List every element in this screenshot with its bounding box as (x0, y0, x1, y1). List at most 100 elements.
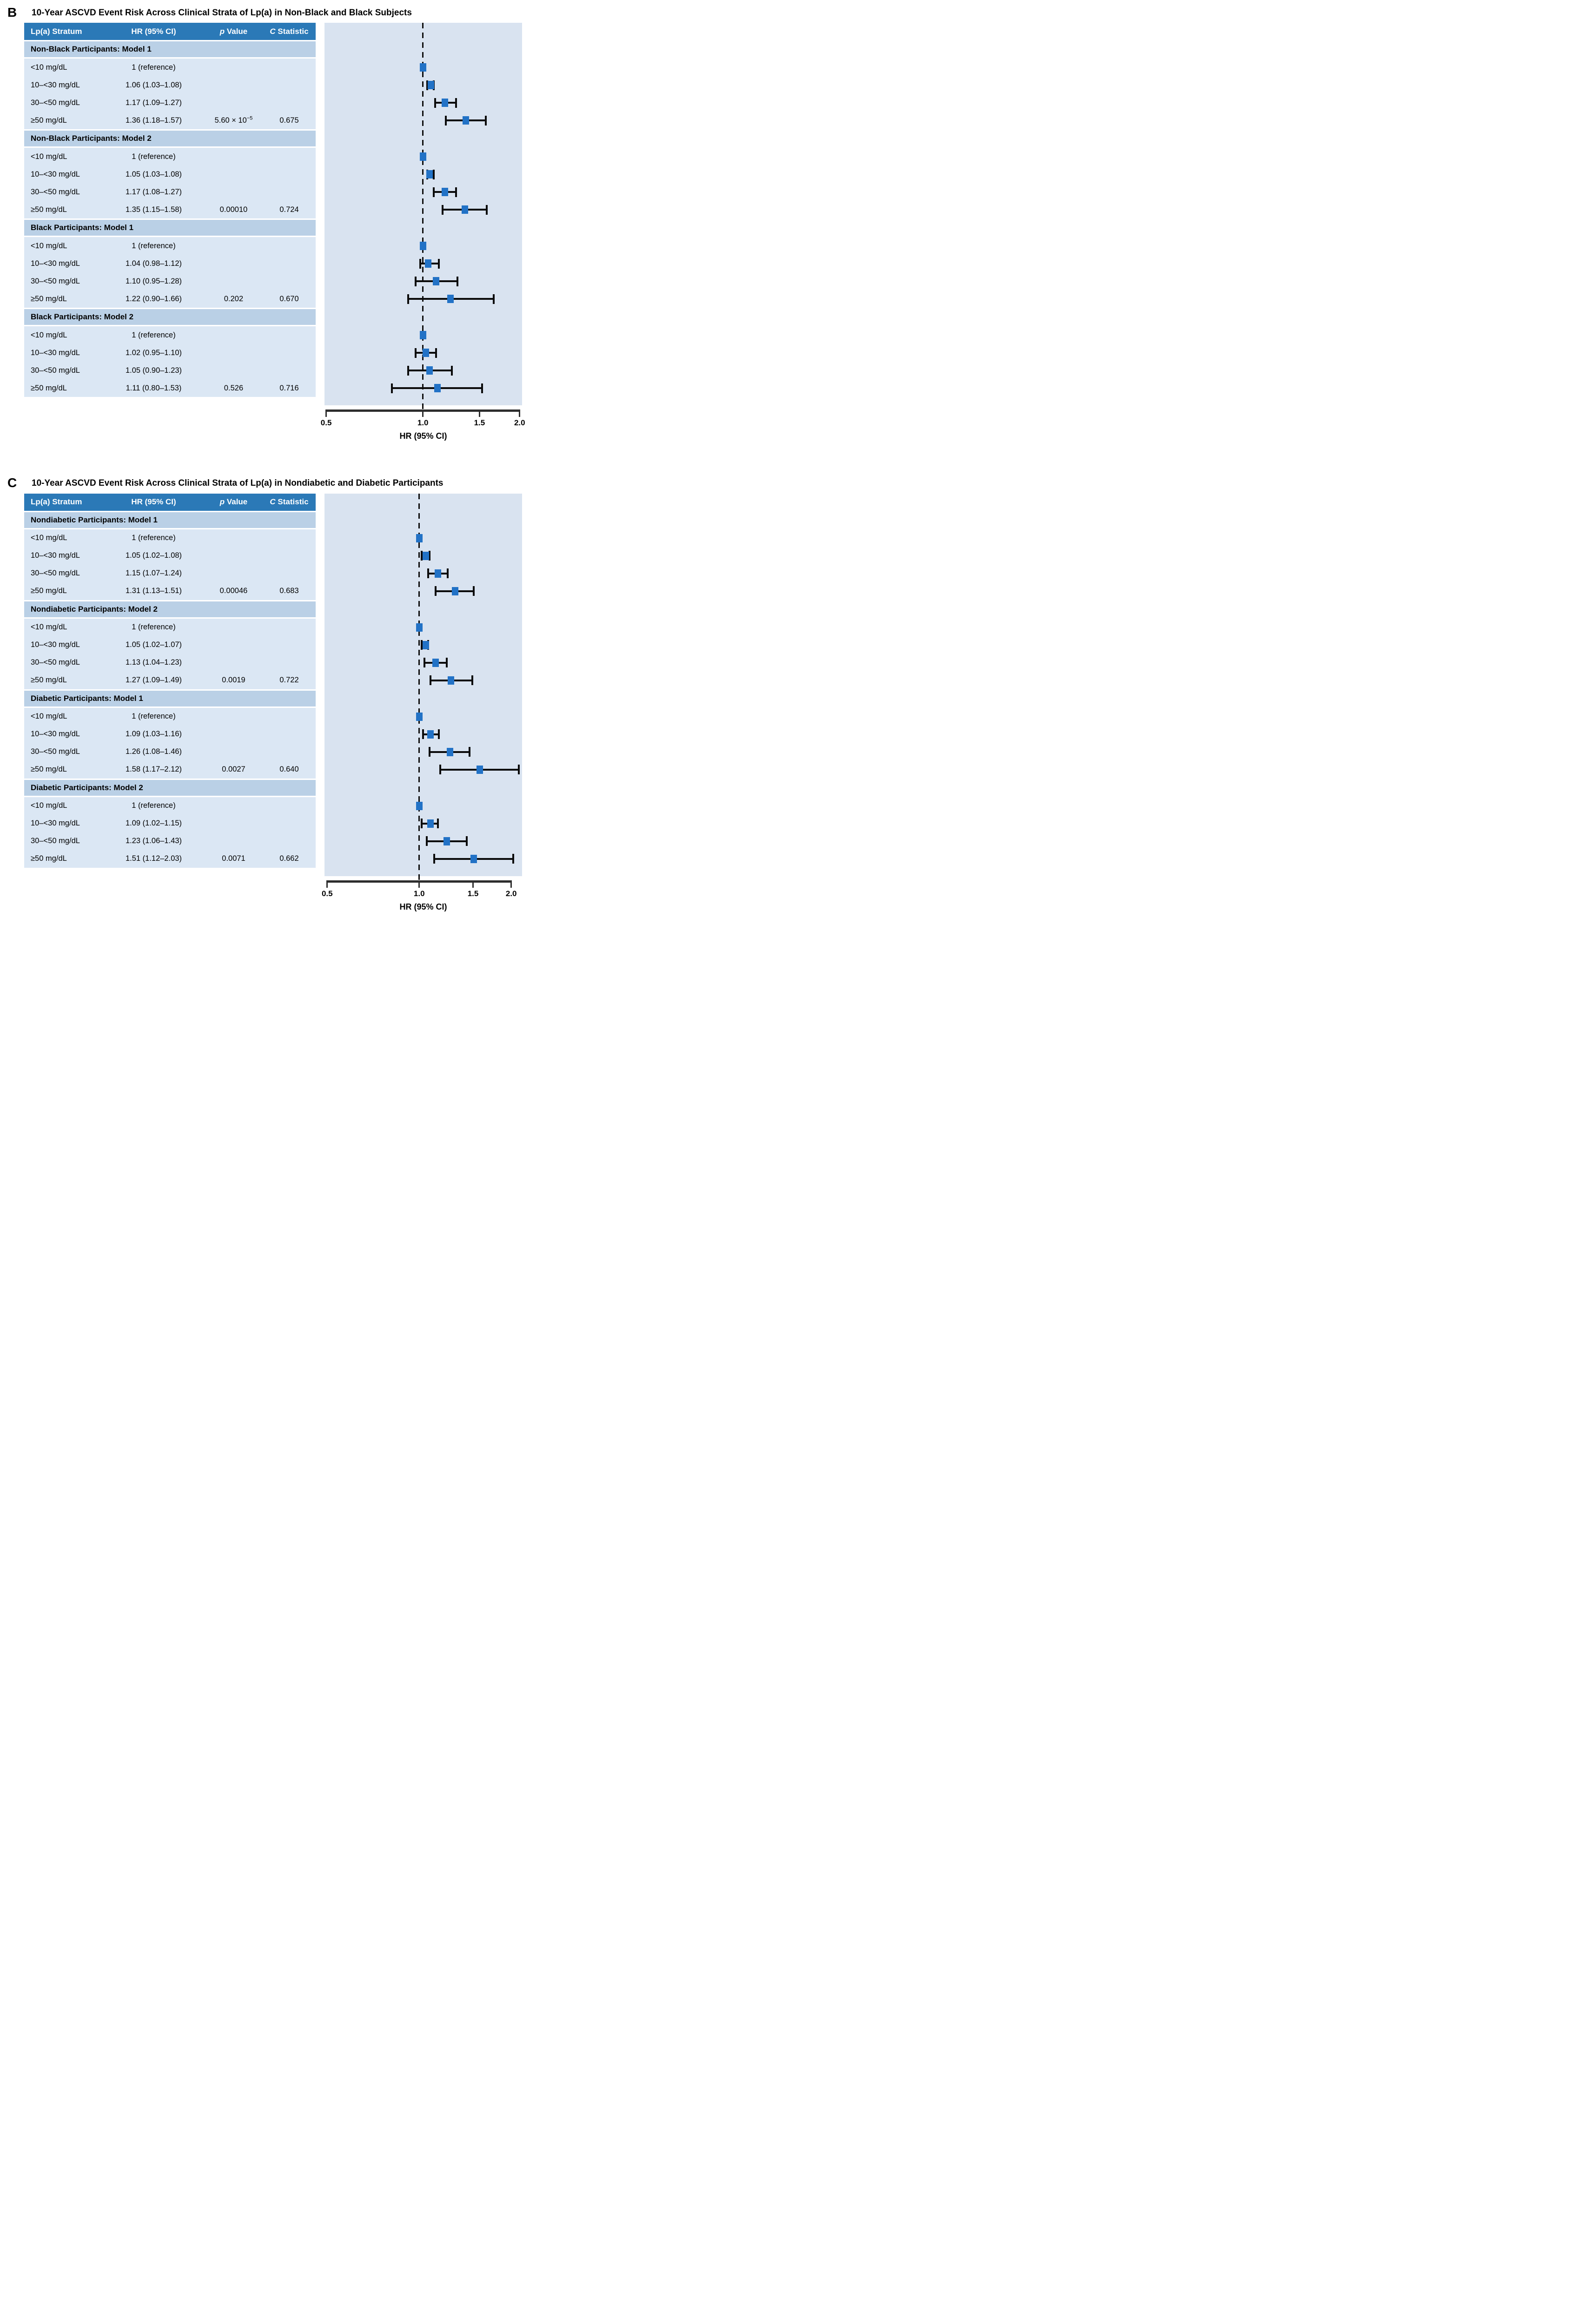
hr-ci-cell: 1 (reference) (132, 534, 176, 542)
panel-B: B 10-Year ASCVD Event Risk Across Clinica… (0, 6, 527, 446)
stratum-cell: 30–<50 mg/dL (31, 277, 80, 285)
col-header-p-value: p Value (219, 497, 248, 507)
error-bar-cap (492, 294, 495, 304)
hr-point-marker (461, 205, 468, 214)
hr-point-marker (416, 534, 423, 542)
error-bar-cap (481, 383, 483, 393)
error-bar-cap (415, 276, 417, 286)
table-row: 30–<50 mg/dL 1.23 (1.06–1.43) (24, 832, 316, 850)
table-row: 10–<30 mg/dL 1.05 (1.03–1.08) (24, 165, 316, 183)
hr-ci-cell: 1.58 (1.17–2.12) (125, 765, 182, 774)
c-statistic-cell: 0.683 (279, 587, 299, 595)
hr-point-marker (428, 81, 435, 90)
stratum-cell: ≥50 mg/dL (31, 676, 67, 685)
stratum-cell: 30–<50 mg/dL (31, 569, 80, 578)
group-header: Non-Black Participants: Model 1 (24, 41, 316, 58)
stratum-cell: <10 mg/dL (31, 241, 67, 250)
group-rows: <10 mg/dL 1 (reference) 10–<30 mg/dL 1.06 (… (24, 59, 316, 130)
x-axis-tick (510, 880, 512, 888)
stratum-cell: 30–<50 mg/dL (31, 747, 80, 756)
table-row: 10–<30 mg/dL 1.02 (0.95–1.10) (24, 344, 316, 362)
x-axis-tick-label: 0.5 (321, 889, 333, 898)
stratum-cell: 10–<30 mg/dL (31, 259, 80, 268)
x-axis-tick (472, 880, 474, 888)
c-statistic-cell: 0.724 (279, 205, 299, 214)
table-row: ≥50 mg/dL 1.58 (1.17–2.12) 0.0027 0.640 (24, 761, 316, 779)
hr-point-marker (443, 837, 450, 845)
c-statistic-cell: 0.662 (279, 854, 299, 863)
error-bar-cap (518, 765, 520, 775)
col-header-p-value: p Value (219, 26, 248, 36)
hr-point-marker (416, 712, 423, 721)
group-rows: <10 mg/dL 1 (reference) 10–<30 mg/dL 1.09 (… (24, 707, 316, 779)
hr-point-marker (432, 658, 439, 667)
hr-point-marker (446, 747, 453, 756)
p-value-cell: 0.202 (224, 294, 244, 303)
hr-point-marker (434, 569, 441, 578)
forest-plot (324, 23, 522, 410)
p-value-cell: 0.526 (224, 383, 244, 392)
stratum-cell: ≥50 mg/dL (31, 294, 67, 303)
group-header: Diabetic Participants: Model 2 (24, 779, 316, 796)
stratum-cell: <10 mg/dL (31, 623, 67, 632)
col-header-c-statistic: C Statistic (270, 497, 309, 507)
hr-point-marker (425, 259, 432, 268)
table-row: 30–<50 mg/dL 1.15 (1.07–1.24) (24, 565, 316, 582)
table-row: <10 mg/dL 1 (reference) (24, 529, 316, 547)
x-axis-tick-label: 0.5 (320, 418, 332, 428)
table-row: ≥50 mg/dL 1.36 (1.18–1.57) 5.60 × 10−5 0.67… (24, 112, 316, 129)
stratum-cell: 10–<30 mg/dL (31, 640, 80, 649)
table-row: 10–<30 mg/dL 1.05 (1.02–1.07) (24, 636, 316, 654)
x-axis-tick-label: 1.0 (413, 889, 425, 898)
group-rows: <10 mg/dL 1 (reference) 10–<30 mg/dL 1.04 (… (24, 237, 316, 308)
hr-ci-cell: 1.15 (1.07–1.24) (125, 569, 182, 578)
hr-point-marker (477, 765, 483, 774)
hr-point-marker (419, 331, 426, 340)
error-bar-cap (447, 568, 449, 579)
panel-label: C (7, 475, 17, 490)
stratum-cell: 10–<30 mg/dL (31, 80, 80, 89)
col-header-hr-ci: HR (95% CI) (131, 26, 176, 36)
hr-ci-cell: 1 (reference) (132, 241, 176, 250)
error-bar-cap (465, 836, 468, 846)
error-bar-cap (407, 294, 410, 304)
error-bar-cap (427, 568, 430, 579)
table-row: 30–<50 mg/dL 1.17 (1.09–1.27) (24, 94, 316, 112)
hr-point-marker (434, 384, 441, 393)
forest-plot-panels: B 10-Year ASCVD Event Risk Across Clinica… (0, 6, 527, 917)
x-axis: 0.5 1.0 1.5 2.0 HR (95% CI) (321, 876, 522, 917)
error-bar-cap (423, 658, 425, 668)
error-bar-cap (437, 819, 439, 829)
p-value-cell: 0.00010 (219, 205, 248, 214)
panel-label: B (7, 5, 17, 20)
error-bar-cap (432, 169, 435, 179)
error-bar-cap (426, 80, 428, 90)
error-bar-cap (441, 205, 443, 215)
error-bar-cap (419, 258, 421, 269)
table-row: 30–<50 mg/dL 1.26 (1.08–1.46) (24, 743, 316, 761)
table-row: <10 mg/dL 1 (reference) (24, 237, 316, 255)
error-bar-cap (473, 586, 475, 596)
hr-ci-cell: 1.13 (1.04–1.23) (125, 658, 182, 667)
x-axis-tick-label: 1.5 (474, 418, 485, 428)
hr-point-marker (470, 854, 477, 863)
x-axis-tick-label: 1.0 (417, 418, 429, 428)
stratum-cell: ≥50 mg/dL (31, 587, 67, 595)
hr-point-marker (447, 676, 454, 685)
x-axis-tick-label: 2.0 (514, 418, 525, 428)
error-bar-cap (437, 258, 440, 269)
stratum-cell: <10 mg/dL (31, 63, 67, 72)
c-statistic-cell: 0.722 (279, 676, 299, 685)
group-rows: <10 mg/dL 1 (reference) 10–<30 mg/dL 1.05 (… (24, 529, 316, 600)
col-header-hr-ci: HR (95% CI) (131, 497, 176, 507)
hr-ci-cell: 1.09 (1.03–1.16) (125, 730, 182, 739)
error-bar-cap (456, 276, 458, 286)
error-bar-cap (486, 205, 488, 215)
error-bar-cap (407, 365, 410, 376)
stratum-cell: <10 mg/dL (31, 534, 67, 542)
error-bar-cap (426, 836, 428, 846)
group-header: Nondiabetic Participants: Model 2 (24, 601, 316, 617)
table-row: ≥50 mg/dL 1.31 (1.13–1.51) 0.00046 0.683 (24, 582, 316, 600)
table-row: <10 mg/dL 1 (reference) (24, 148, 316, 165)
hr-ci-cell: 1.51 (1.12–2.03) (125, 854, 182, 863)
